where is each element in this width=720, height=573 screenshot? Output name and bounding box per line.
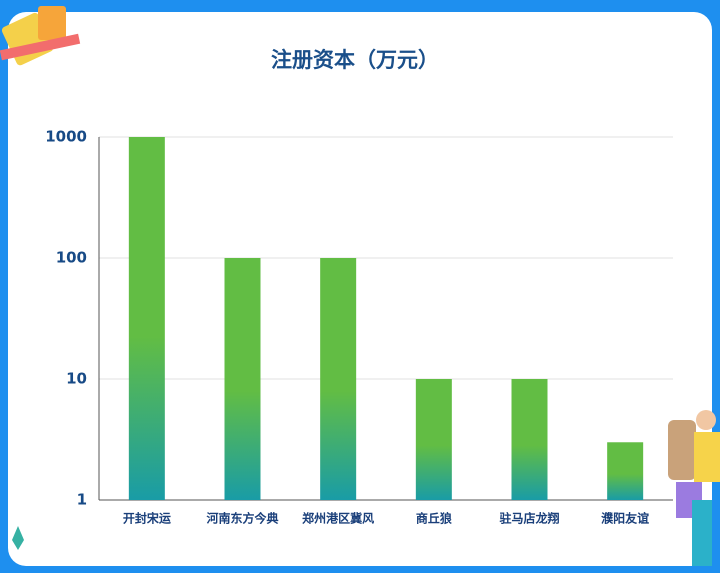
y-tick-label: 1000 (45, 128, 87, 146)
x-tick-label: 商丘狼 (416, 511, 453, 526)
x-tick-label: 开封宋运 (123, 511, 171, 526)
bar (224, 258, 261, 500)
bar (415, 379, 452, 500)
x-tick-label: 驻马店龙翔 (499, 511, 559, 526)
y-tick-label: 100 (56, 249, 87, 267)
chart-title: 注册资本（万元） (271, 48, 439, 72)
x-tick-label: 濮阳友谊 (601, 511, 649, 526)
y-tick-label: 10 (66, 370, 87, 388)
panel (8, 12, 712, 566)
bar (607, 442, 644, 500)
bar (320, 258, 357, 500)
x-tick-label: 郑州港区冀风 (302, 511, 374, 526)
y-tick-label: 1 (77, 491, 87, 509)
decoration (0, 6, 720, 566)
bar (128, 137, 165, 500)
x-tick-label: 河南东方今典 (205, 511, 278, 526)
bar (511, 379, 548, 500)
